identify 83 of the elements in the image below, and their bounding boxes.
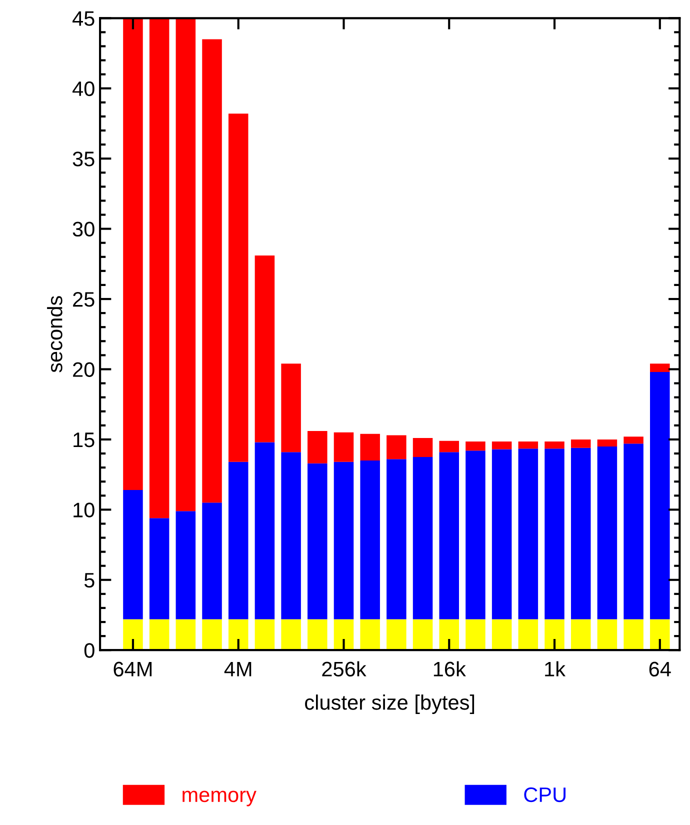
bar [544, 619, 564, 650]
x-axis-title: cluster size [bytes] [305, 694, 474, 714]
bar [281, 619, 301, 650]
bar [308, 463, 328, 620]
x-tick-label: 4M [224, 662, 252, 676]
bar [570, 439, 591, 448]
bar [570, 448, 591, 620]
bar [123, 18, 143, 490]
bar [518, 448, 538, 620]
bar [570, 619, 591, 650]
bar [492, 619, 512, 650]
y-tick-label: 30 [72, 222, 94, 237]
bar [281, 452, 301, 620]
bar [466, 619, 486, 650]
y-tick-label: 40 [72, 81, 94, 96]
bar [466, 450, 486, 620]
bar [123, 619, 143, 650]
y-tick-label: 0 [84, 643, 94, 658]
bar [518, 442, 538, 449]
bar [650, 364, 670, 372]
y-axis-title: seconds [47, 296, 62, 372]
x-tick-label: 64 [649, 662, 671, 677]
y-tick-label: 15 [74, 432, 94, 448]
bar [334, 619, 354, 650]
x-tick-label: 64M [114, 662, 152, 677]
legend-label: memory [182, 790, 256, 806]
bar [439, 619, 460, 650]
bar [254, 255, 275, 442]
bar [123, 490, 143, 620]
x-tick-label: 1k [545, 661, 566, 676]
bar [650, 619, 670, 650]
bar [624, 436, 644, 444]
bar [439, 440, 460, 452]
bar [254, 442, 275, 620]
bar [281, 364, 301, 452]
bar [149, 518, 170, 620]
legend-label: CPU [524, 787, 566, 802]
y-tick-label: 5 [84, 573, 94, 588]
bar [228, 619, 248, 650]
y-tick-label: 20 [73, 362, 94, 377]
bar [466, 442, 486, 451]
bar [412, 438, 433, 458]
bar [149, 18, 170, 518]
bar [202, 502, 222, 620]
bar [176, 619, 196, 650]
bar [412, 457, 433, 620]
bar [544, 448, 564, 620]
y-tick-label: 35 [72, 152, 94, 166]
bar [334, 432, 354, 462]
bar [308, 431, 328, 464]
x-tick-label: 256k [322, 661, 366, 677]
bar [228, 114, 248, 462]
bar [492, 442, 512, 450]
bar [597, 446, 618, 620]
bar [254, 619, 275, 650]
y-tick-label: 10 [74, 502, 94, 518]
bar [597, 619, 618, 650]
bar [650, 372, 670, 620]
bar [360, 619, 380, 650]
bar [308, 619, 328, 650]
bar [202, 619, 222, 650]
bar [439, 452, 460, 620]
bar [228, 462, 248, 620]
bar [334, 462, 354, 620]
bar [149, 619, 170, 650]
bar [544, 442, 564, 449]
bar [492, 449, 512, 620]
bar [360, 460, 380, 620]
bar [202, 39, 222, 503]
bar [386, 435, 406, 460]
bar [412, 619, 433, 650]
bar [176, 511, 196, 620]
bar [597, 439, 618, 446]
bar [624, 619, 644, 650]
bar [386, 619, 406, 650]
bar [624, 444, 644, 620]
bar [360, 434, 380, 461]
x-tick-label: 16k [434, 661, 466, 677]
y-tick-label: 45 [72, 11, 94, 26]
y-tick-label: 25 [73, 292, 94, 307]
bar [518, 619, 538, 650]
bar [386, 459, 406, 620]
bar [176, 18, 196, 512]
